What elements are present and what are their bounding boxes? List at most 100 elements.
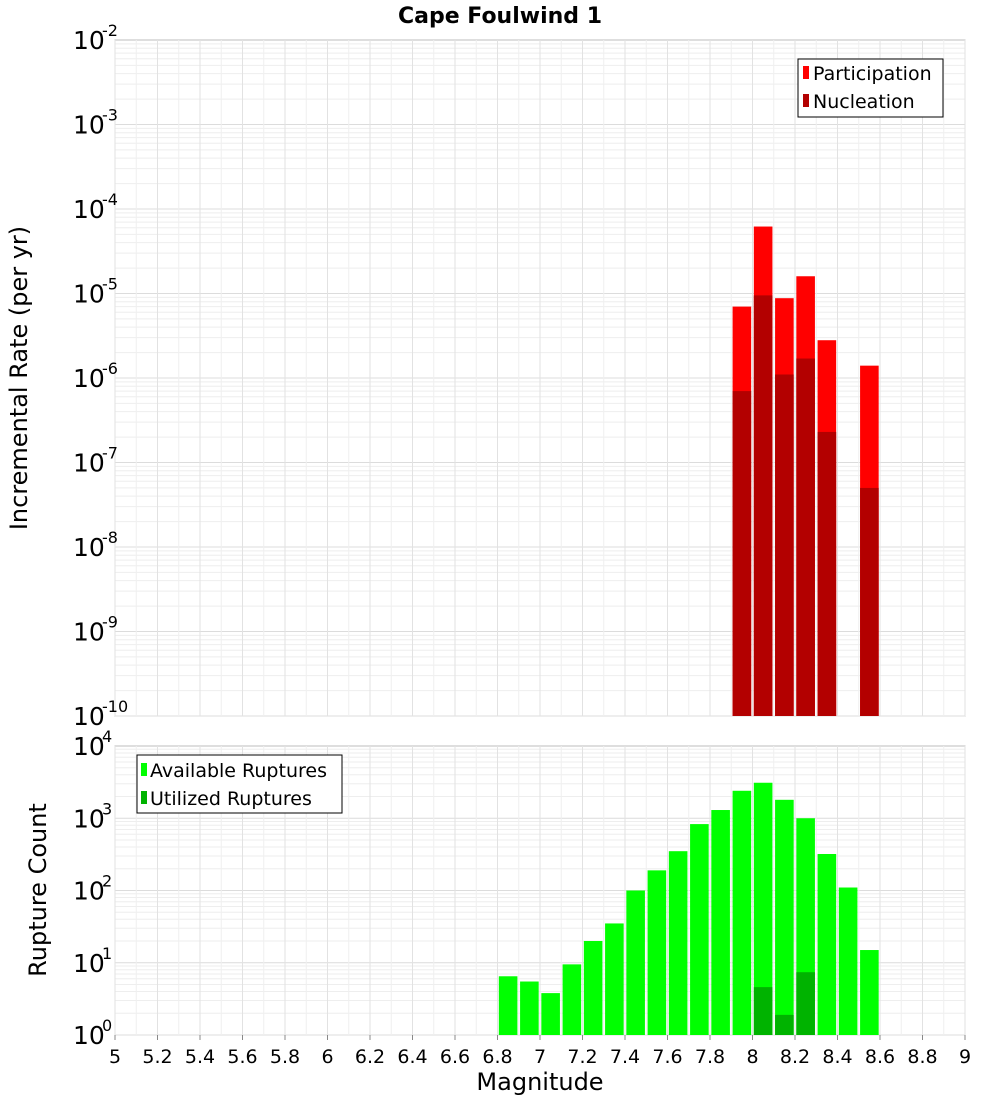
rupture-bar-available-ruptures (817, 854, 837, 1035)
rupture-bar-available-ruptures (498, 976, 518, 1035)
rupture-bar-utilized-ruptures (775, 1014, 794, 1035)
x-tick-label: 5.6 (227, 1046, 257, 1068)
rupture-y-tick-exponent: 4 (102, 727, 112, 746)
rate-y-tick-label: 10 (73, 702, 105, 731)
rate-y-tick-label: 10 (73, 618, 105, 647)
x-axis-label: Magnitude (476, 1068, 603, 1096)
chart-title: Cape Foulwind 1 (398, 4, 602, 29)
x-tick-label: 8.4 (822, 1046, 852, 1068)
rupture-y-tick-label: 10 (73, 877, 105, 906)
utilized-legend-swatch (141, 791, 147, 804)
rupture-bar-available-ruptures (775, 799, 794, 1035)
x-tick-label: 7.8 (695, 1046, 725, 1068)
x-tick-label: 7 (534, 1046, 546, 1068)
available-legend-swatch (141, 763, 147, 776)
rate-y-tick-exponent: -2 (102, 21, 118, 40)
rupture-y-tick-label: 10 (73, 1021, 105, 1050)
magnitude-x-ticks: 5 5.2 5.4 5.6 5.8 6 6.2 6.4 6.6 6.8 7 7.2 7.4 7.6 7.8 8… (109, 1035, 971, 1068)
rate-legend: Participation Nucleation (797, 58, 944, 118)
participation-legend-swatch (803, 66, 809, 79)
rupture-bar-available-ruptures (605, 923, 624, 1035)
rate-y-tick-exponent: -8 (102, 528, 118, 547)
nucleation-legend-label: Nucleation (813, 91, 915, 113)
x-tick-label: 7.6 (652, 1046, 682, 1068)
rupture-y-tick-exponent: 2 (102, 872, 112, 891)
rate-y-tick-exponent: -9 (102, 613, 118, 632)
rupture-bar-available-ruptures (562, 964, 582, 1035)
rate-y-tick-label: 10 (73, 26, 105, 55)
rate-y-tick-exponent: -3 (102, 106, 118, 125)
rupture-bar-available-ruptures (732, 790, 752, 1035)
rate-y-tick-exponent: -10 (102, 697, 128, 716)
x-tick-label: 6.6 (440, 1046, 470, 1068)
rupture-bar-available-ruptures (711, 810, 730, 1035)
rupture-legend: Available Ruptures Utilized Ruptures (136, 754, 343, 814)
rate-y-tick-label: 10 (73, 533, 105, 562)
x-tick-label: 5.8 (270, 1046, 300, 1068)
x-tick-label: 8.8 (907, 1046, 937, 1068)
rate-bar-nucleation (860, 487, 879, 716)
rate-y-tick-exponent: -5 (102, 275, 118, 294)
utilized-legend-label: Utilized Ruptures (150, 788, 312, 810)
rate-y-tick-label: 10 (73, 111, 105, 140)
rupture-bar-available-ruptures (520, 981, 539, 1035)
x-tick-label: 8.2 (780, 1046, 810, 1068)
nucleation-legend-swatch (803, 94, 809, 107)
rate-bar-nucleation (732, 391, 752, 716)
x-tick-label: 5 (109, 1046, 121, 1068)
x-tick-label: 7.2 (567, 1046, 597, 1068)
rate-y-tick-exponent: -6 (102, 359, 118, 378)
rate-bar-nucleation (753, 295, 773, 716)
rate-y-tick-label: 10 (73, 364, 105, 393)
rate-grid (114, 40, 966, 717)
x-tick-label: 5.2 (142, 1046, 172, 1068)
rupture-y-axis-label: Rupture Count (24, 803, 52, 977)
rupture-y-tick-exponent: 1 (102, 944, 112, 963)
rupture-bar-available-ruptures (647, 870, 667, 1035)
x-tick-label: 5.4 (185, 1046, 215, 1068)
rupture-y-tick-exponent: 3 (102, 799, 112, 818)
rupture-bar-available-ruptures (583, 941, 603, 1035)
rate-legend-box (797, 58, 944, 118)
rupture-bars (498, 782, 879, 1035)
rate-bars (732, 226, 879, 717)
rate-bar-nucleation (796, 358, 815, 716)
rupture-y-tick-label: 10 (73, 949, 105, 978)
rupture-bar-utilized-ruptures (796, 972, 815, 1035)
rate-y-tick-exponent: -4 (102, 190, 118, 209)
rate-y-tick-label: 10 (73, 449, 105, 478)
x-tick-label: 7.4 (610, 1046, 640, 1068)
rate-y-axis-label: Incremental Rate (per yr) (5, 226, 33, 530)
rupture-bar-available-ruptures (541, 993, 560, 1035)
rate-y-tick-label: 10 (73, 280, 105, 309)
x-tick-label: 6.2 (355, 1046, 385, 1068)
available-legend-label: Available Ruptures (150, 760, 327, 782)
rupture-y-tick-label: 10 (73, 732, 105, 761)
rate-bar-nucleation (817, 431, 837, 716)
rupture-y-tick-exponent: 0 (102, 1016, 112, 1035)
rupture-bar-available-ruptures (690, 824, 709, 1035)
rupture-legend-box (136, 754, 343, 814)
rupture-bar-available-ruptures (860, 950, 879, 1035)
x-tick-label: 6 (321, 1046, 333, 1068)
rupture-bar-available-ruptures (668, 851, 688, 1035)
x-tick-label: 6.4 (397, 1046, 427, 1068)
rupture-bar-utilized-ruptures (753, 987, 773, 1035)
rupture-bar-available-ruptures (626, 890, 645, 1035)
participation-legend-label: Participation (813, 63, 932, 85)
rate-y-tick-exponent: -7 (102, 444, 118, 463)
x-tick-label: 8.6 (865, 1046, 895, 1068)
rupture-y-tick-label: 10 (73, 804, 105, 833)
rupture-bar-available-ruptures (838, 887, 858, 1035)
rupture-bar-available-ruptures (753, 782, 773, 1035)
x-tick-label: 9 (959, 1046, 971, 1068)
rate-bar-nucleation (775, 374, 794, 716)
x-tick-label: 8 (746, 1046, 758, 1068)
x-tick-label: 6.8 (482, 1046, 512, 1068)
rate-y-tick-label: 10 (73, 195, 105, 224)
